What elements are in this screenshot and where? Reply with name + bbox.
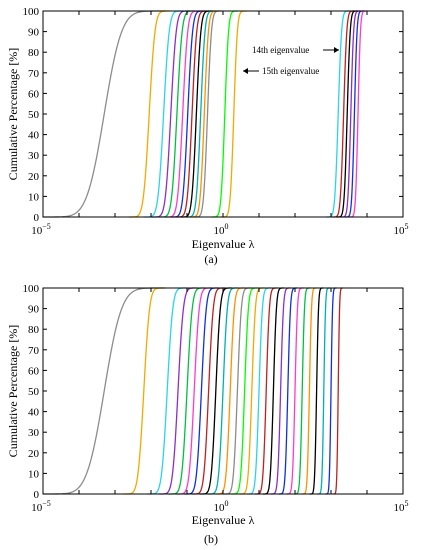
y-tick-label: 0 (34, 212, 40, 224)
y-tick-label: 50 (28, 109, 40, 121)
y-tick-label: 20 (28, 448, 40, 460)
series-line-14 (239, 287, 265, 495)
panel-b: 0 10 20 30 40 50 60 70 80 90 100 10−5 100 105 Cumula… (6, 283, 409, 546)
x-tick-labels-a: 10−5 100 105 (31, 222, 408, 237)
series-line-16 (254, 287, 278, 495)
y-tick-label: 10 (28, 468, 40, 480)
series-line-20 (286, 287, 304, 495)
curves-b (43, 287, 344, 495)
x-tick-label: 10−5 (31, 222, 51, 237)
series-line-7 (184, 287, 219, 495)
x-tick-label: 105 (394, 499, 409, 514)
annotation-arrowhead-14th (334, 47, 339, 53)
panel-a: 14th eigenvalue 15th eigenvalue 0 10 20 30 40… (6, 6, 409, 266)
series-line-6 (176, 287, 213, 495)
series-line-2 (123, 287, 165, 495)
panel-label-b: (b) (204, 532, 218, 546)
y-tick-label: 80 (28, 47, 40, 59)
y-tick-label: 100 (23, 283, 40, 295)
y-tick-label: 90 (28, 304, 40, 316)
y-tick-label: 100 (23, 6, 40, 18)
y-tick-label: 70 (28, 68, 40, 80)
series-line-25 (325, 287, 337, 495)
y-axis-title-a: Cumulative Percentage [%] (6, 48, 20, 181)
annotation-15th-eigenvalue: 15th eigenvalue (262, 66, 319, 76)
x-tick-label: 100 (214, 222, 229, 237)
y-tick-label: 70 (28, 345, 40, 357)
annotation-14th-eigenvalue: 14th eigenvalue (252, 45, 309, 55)
series-line-3 (147, 287, 187, 495)
x-axis-title-b: Eigenvalue λ (192, 513, 255, 527)
x-tick-label: 100 (214, 499, 229, 514)
y-tick-label: 40 (28, 130, 40, 142)
ticks-a: 0 10 20 30 40 50 60 70 80 90 100 (23, 6, 404, 224)
x-tick-labels-b: 10−5 100 105 (31, 499, 408, 514)
y-tick-label: 60 (28, 365, 40, 377)
series-line-26 (333, 287, 344, 495)
y-tick-label: 30 (28, 427, 40, 439)
series-line-1 (43, 287, 166, 495)
x-tick-label: 10−5 (31, 499, 51, 514)
y-axis-title-b: Cumulative Percentage [%] (6, 325, 20, 458)
y-tick-label: 80 (28, 324, 40, 336)
series-line-1 (43, 10, 166, 218)
series-line-13 (231, 287, 258, 495)
y-tick-label: 40 (28, 407, 40, 419)
panel-label-a: (a) (204, 252, 217, 266)
y-tick-label: 50 (28, 386, 40, 398)
series-line-24 (317, 287, 330, 495)
y-tick-label: 0 (34, 489, 40, 501)
series-line-15 (247, 287, 271, 495)
annotations-a: 14th eigenvalue 15th eigenvalue (243, 45, 339, 76)
x-tick-label: 105 (394, 222, 409, 237)
y-tick-label: 30 (28, 150, 40, 162)
y-tick-label: 20 (28, 171, 40, 183)
x-axis-title-a: Eigenvalue λ (192, 237, 255, 251)
annotation-arrowhead-15th (243, 68, 248, 74)
curves-a (43, 10, 367, 218)
series-line-23 (309, 287, 324, 495)
y-tick-label: 10 (28, 191, 40, 203)
y-tick-label: 60 (28, 88, 40, 100)
y-tick-label: 90 (28, 27, 40, 39)
ticks-b: 0 10 20 30 40 50 60 70 80 90 100 (23, 283, 404, 501)
